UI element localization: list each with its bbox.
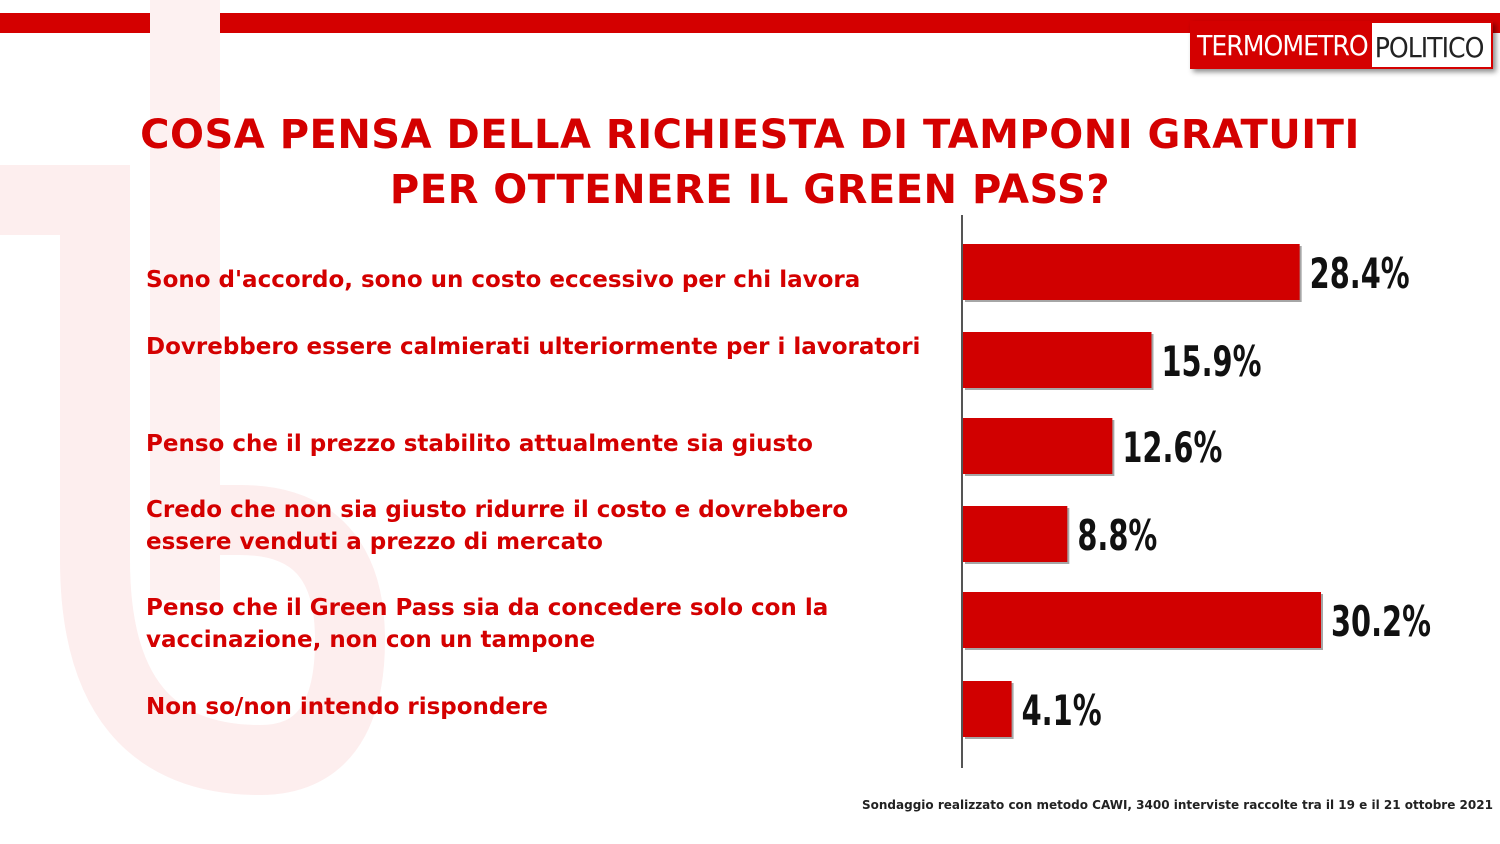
data-label: 28.4% xyxy=(1310,249,1410,298)
title-line-1: COSA PENSA DELLA RICHIESTA DI TAMPONI GR… xyxy=(140,112,1360,158)
y-axis-line xyxy=(961,215,963,768)
source-footnote: Sondaggio realizzato con metodo CAWI, 34… xyxy=(862,798,1493,812)
bar xyxy=(963,332,1152,388)
data-label: 15.9% xyxy=(1161,337,1261,386)
bar xyxy=(963,681,1012,737)
category-label: Non so/non intendo rispondere xyxy=(146,694,548,720)
brand-logo: TERMOMETRO POLITICO xyxy=(1190,21,1494,69)
data-label: 30.2% xyxy=(1331,597,1431,646)
data-label: 12.6% xyxy=(1122,423,1222,472)
data-label: 4.1% xyxy=(1022,686,1102,735)
category-label: Penso che il prezzo stabilito attualment… xyxy=(146,431,813,457)
chart-title: COSA PENSA DELLA RICHIESTA DI TAMPONI GR… xyxy=(0,108,1500,218)
top-red-bar xyxy=(0,13,1500,33)
category-label: Penso che il Green Pass sia da concedere… xyxy=(146,595,829,653)
category-label: Sono d'accordo, sono un costo eccessivo … xyxy=(146,267,861,293)
bar xyxy=(963,418,1113,474)
bar xyxy=(963,244,1300,300)
data-label: 8.8% xyxy=(1077,511,1157,560)
category-label: Dovrebbero essere calmierati ulteriormen… xyxy=(146,334,921,360)
category-label: Credo che non sia giusto ridurre il cost… xyxy=(146,497,849,555)
bar xyxy=(963,506,1068,562)
logo-part-termometro: TERMOMETRO xyxy=(1190,21,1372,69)
bar xyxy=(963,592,1321,648)
title-line-2: PER OTTENERE IL GREEN PASS? xyxy=(389,167,1111,213)
logo-part-politico: POLITICO xyxy=(1371,21,1494,69)
